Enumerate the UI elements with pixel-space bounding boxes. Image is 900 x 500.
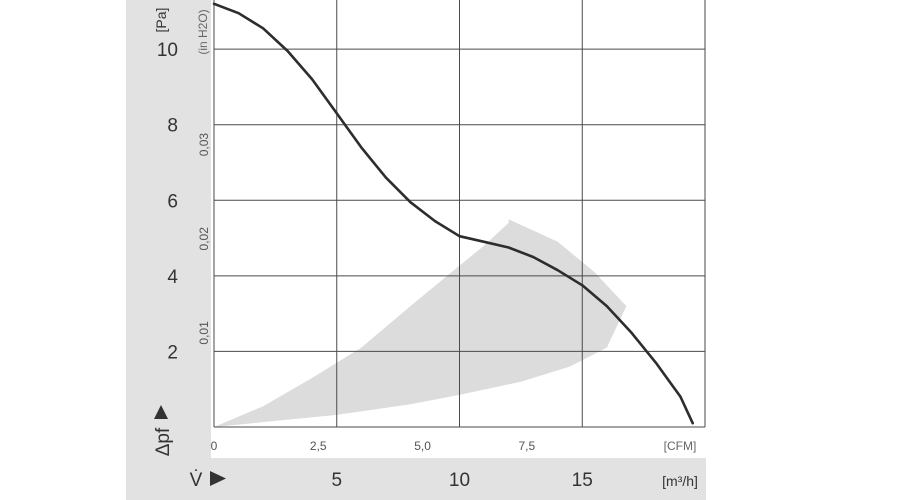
y-axis-label: Δpf xyxy=(153,427,174,456)
y-tick-label-pa: 8 xyxy=(167,116,178,137)
x-tick-label-m3h: 10 xyxy=(449,470,470,491)
y-tick-label-pa: 10 xyxy=(157,40,178,61)
x-axis-unit-cfm: [CFM] xyxy=(664,439,697,453)
y-axis-arrow xyxy=(154,405,168,419)
y-axis-unit-inh2o: (in H2O) xyxy=(196,9,210,54)
curve-layer xyxy=(212,2,694,425)
x-axis-arrow xyxy=(210,471,226,486)
y-tick-label-inh2o: 0,01 xyxy=(197,321,211,345)
x-axis-label: V̇ xyxy=(190,470,203,491)
y-tick-label-inh2o: 0,03 xyxy=(197,133,211,157)
x-axis-unit-m3h: [m³/h] xyxy=(662,473,698,489)
x-tick-label-cfm: 2,5 xyxy=(310,439,327,453)
y-axis-unit-pa: [Pa] xyxy=(153,8,169,33)
x-tick-label-m3h: 15 xyxy=(572,470,593,491)
operating-region xyxy=(214,219,627,427)
y-tick-label-pa: 6 xyxy=(167,191,178,212)
y-tick-label-pa: 4 xyxy=(167,267,178,288)
left-axis-band xyxy=(126,0,211,500)
y-tick-label-pa: 2 xyxy=(167,342,178,363)
x-tick-label-cfm: 5,0 xyxy=(414,439,431,453)
y-tick-label-inh2o: 0,02 xyxy=(197,227,211,251)
performance-curve xyxy=(212,2,694,425)
grid-layer xyxy=(213,0,706,428)
label-layer: 2 4 6 8 10 [Pa] Δpf 0,01 0,02 0,03 (in H2O) 0 2,5 5,0… xyxy=(153,8,698,491)
x-tick-label-m3h: 5 xyxy=(331,470,342,491)
x-tick-label-cfm: 7,5 xyxy=(518,439,535,453)
operating-region-layer xyxy=(214,219,627,427)
x-tick-label-cfm: 0 xyxy=(211,439,218,453)
